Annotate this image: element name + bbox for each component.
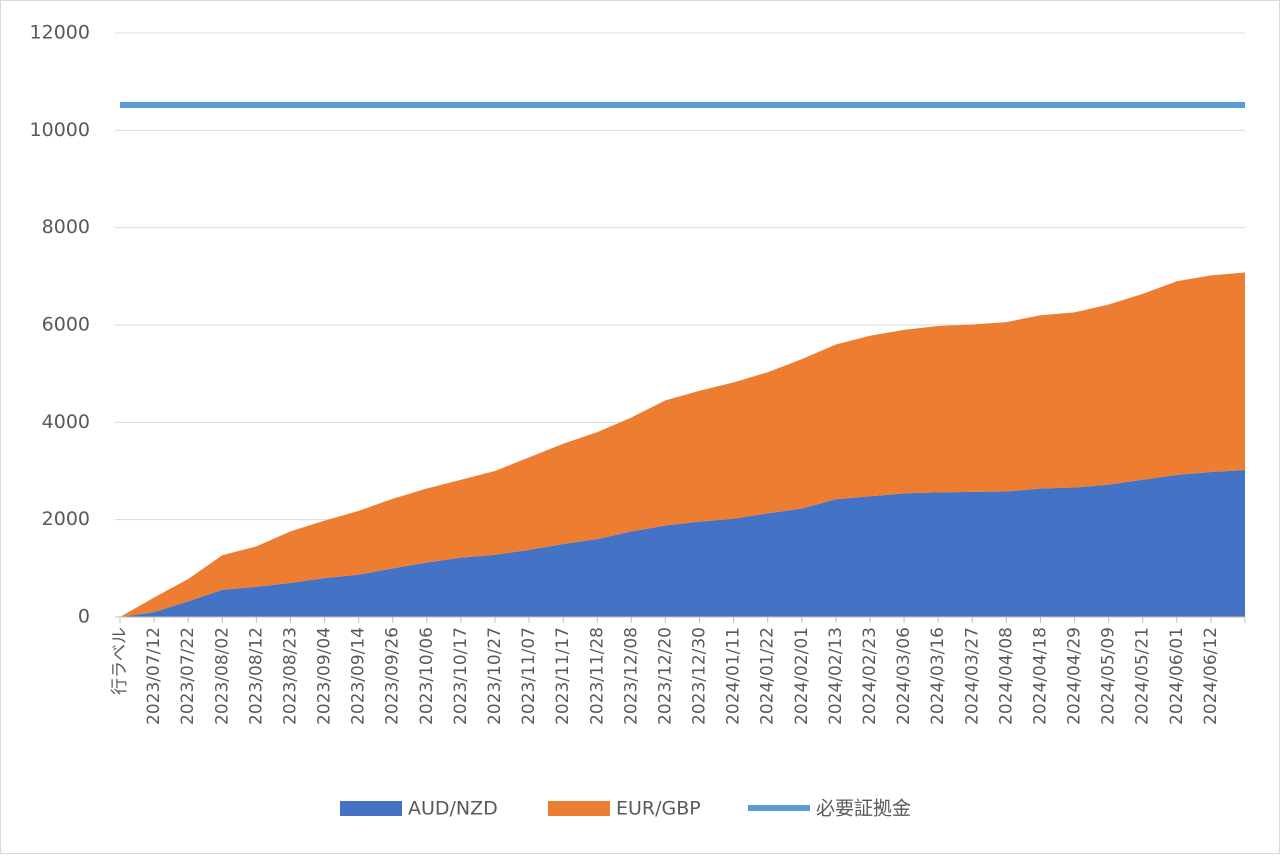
x-tick-label: 2023/09/26	[383, 627, 403, 725]
x-tick-label: 2024/02/23	[860, 627, 880, 725]
x-tick-label: 2024/01/22	[758, 627, 778, 725]
legend-label: 必要証拠金	[816, 798, 911, 820]
x-tick-label: 2024/02/01	[792, 627, 812, 725]
x-tick-label: 2023/10/17	[451, 627, 471, 725]
x-tick-label: 2023/07/12	[144, 627, 164, 725]
x-tick-label: 2024/06/01	[1167, 627, 1187, 725]
x-tick-label: 2024/02/13	[826, 627, 846, 725]
x-tick-label: 2023/08/23	[280, 627, 300, 725]
x-tick-label: 2023/10/06	[417, 627, 437, 725]
y-tick-label: 6000	[42, 314, 90, 336]
y-tick-label: 2000	[42, 508, 90, 530]
x-tick-label: 2024/04/18	[1030, 627, 1050, 725]
legend-item: 必要証拠金	[748, 798, 911, 820]
x-tick-label: 2023/08/02	[212, 627, 232, 725]
legend-item: AUD/NZD	[340, 798, 498, 820]
x-tick-label: 2023/11/07	[519, 627, 539, 725]
x-tick-label: 2023/11/28	[587, 627, 607, 725]
x-tick-label: 2023/10/27	[485, 627, 505, 725]
x-tick-label: 2024/04/08	[996, 627, 1016, 725]
y-tick-label: 10000	[30, 119, 90, 141]
x-tick-label: 2023/11/17	[553, 627, 573, 725]
x-tick-label: 行ラベル	[110, 627, 130, 695]
y-tick-label: 4000	[42, 411, 90, 433]
legend-label: AUD/NZD	[408, 798, 498, 820]
x-tick-label: 2024/03/27	[962, 627, 982, 725]
area	[120, 470, 1245, 617]
legend-item: EUR/GBP	[548, 798, 701, 820]
x-tick-label: 2023/07/22	[178, 627, 198, 725]
area	[120, 272, 1245, 617]
x-tick-label: 2023/12/20	[655, 627, 675, 725]
legend-label: EUR/GBP	[616, 798, 701, 820]
y-tick-label: 12000	[30, 22, 90, 44]
y-tick-label: 0	[78, 606, 90, 628]
x-tick-label: 2023/09/04	[315, 627, 335, 725]
x-tick-label: 2023/12/30	[690, 627, 710, 725]
x-tick-label: 2024/03/16	[928, 627, 948, 725]
legend-swatch	[340, 801, 402, 816]
x-tick-label: 2023/12/08	[621, 627, 641, 725]
y-tick-label: 8000	[42, 216, 90, 238]
x-tick-label: 2024/05/09	[1099, 627, 1119, 725]
legend-swatch	[548, 801, 610, 816]
x-tick-label: 2024/04/29	[1065, 627, 1085, 725]
x-tick-label: 2023/08/12	[246, 627, 266, 725]
x-tick-label: 2024/06/12	[1201, 627, 1221, 725]
x-tick-label: 2024/03/06	[894, 627, 914, 725]
x-tick-label: 2024/01/11	[724, 627, 744, 725]
x-tick-label: 2024/05/21	[1133, 627, 1153, 725]
x-tick-label: 2023/09/14	[349, 627, 369, 725]
